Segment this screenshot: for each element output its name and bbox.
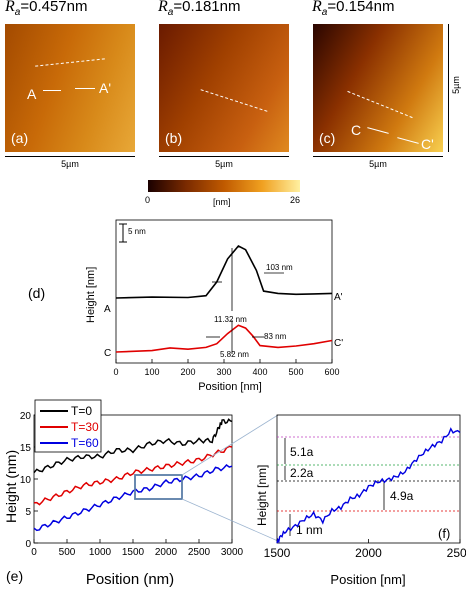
d-height-label-1: 11.32 nm — [214, 315, 247, 324]
arrow-c2 — [397, 137, 419, 144]
zoom-box — [134, 474, 183, 500]
f-annot-2: 2.2a — [290, 466, 314, 480]
point-c-label: C — [351, 122, 362, 138]
panel-f-xticks: 1500 2000 2500 — [264, 539, 466, 560]
panel-d-row-a2: A' — [334, 292, 343, 303]
colorbar-max: 26 — [290, 195, 301, 205]
panel-d-xtick-label: 0 — [113, 367, 118, 377]
panel-e-ytick-label: 15 — [20, 443, 32, 454]
panel-e-ytick-label: 20 — [20, 411, 32, 422]
f-annot-3: 4.9a — [390, 489, 414, 503]
scalebar-b — [159, 156, 289, 157]
d-width-label-2: 83 nm — [264, 332, 287, 341]
zoom-t60-line — [276, 427, 461, 544]
scalebar-vertical — [448, 24, 449, 152]
panel-d-xtick-label: 400 — [252, 367, 267, 377]
series-t60-line — [33, 463, 233, 532]
panel-d-xtick-label: 300 — [216, 367, 231, 377]
panel-d-chart: (d) Height [nm] 0 100 200 300 400 500 600 Posi… — [28, 219, 343, 393]
panel-e-xtick-label: 0 — [31, 547, 37, 558]
colorbar-unit: [nm] — [213, 197, 231, 207]
afm-image-c: C C' (c) — [313, 24, 443, 152]
legend-t60: T=60 — [71, 436, 99, 450]
panel-e-ytick-label: 10 — [20, 475, 32, 486]
panel-f-chart: Height [nm] 1500 2000 2500 Position [nm] 5… — [255, 414, 466, 587]
panel-d-xtick-label: 500 — [288, 367, 303, 377]
arrow-a — [43, 90, 61, 91]
panel-d-xticks: 0 100 200 300 400 500 600 — [113, 359, 340, 377]
roughness-b: Ra=0.181nm — [158, 0, 241, 18]
panel-d-ylabel: Height [nm] — [85, 267, 97, 323]
panel-d-scalebar-label: 5 nm — [128, 227, 146, 236]
panel-d-label: (d) — [28, 285, 45, 301]
panel-e-xtick-label: 1500 — [122, 547, 145, 558]
point-a-label: A — [27, 86, 37, 102]
roughness-c: Ra=0.154nm — [312, 0, 395, 18]
legend: T=0 T=30 T=60 — [34, 399, 102, 453]
panel-f-xtick-label: 1500 — [264, 546, 291, 560]
panel-f-label: (f) — [438, 526, 450, 541]
panel-f-ylabel: Height [nm] — [255, 465, 269, 526]
colorbar — [148, 180, 300, 192]
panel-d-frame — [115, 219, 333, 364]
arrow-c — [367, 127, 389, 134]
arrow-a2 — [75, 88, 95, 89]
panel-e-label: (e) — [6, 568, 23, 584]
panel-f-xlabel: Position [nm] — [330, 572, 405, 587]
scan-line-a — [35, 58, 105, 67]
scalebar-a — [5, 156, 135, 157]
afm-image-b: (b) — [159, 24, 289, 152]
panel-e-xtick-label: 3000 — [221, 547, 244, 558]
legend-t30: T=30 — [71, 420, 99, 434]
profile-c-line — [115, 324, 333, 353]
colorbar-min: 0 — [145, 195, 151, 205]
zoom-connector-bottom — [181, 498, 279, 542]
panel-d-xtick-label: 100 — [144, 367, 159, 377]
f-annot-1: 5.1a — [290, 445, 314, 459]
f-scalebar-label: 1 nm — [296, 523, 323, 537]
panel-c-label: (c) — [319, 130, 336, 146]
d-height-label-2: 5.82 nm — [220, 350, 249, 359]
series-t0-line — [33, 418, 233, 474]
series-t30-line — [33, 445, 233, 506]
roughness-a: Ra=0.457nm — [5, 0, 88, 18]
scan-line-b — [200, 89, 268, 112]
panel-e-ylabel: Height (nm) — [3, 450, 19, 523]
panel-d-row-c: C — [104, 348, 111, 359]
panel-b-label: (b) — [165, 130, 183, 146]
panel-d-xtick-label: 200 — [180, 367, 195, 377]
panel-e-xtick-label: 500 — [59, 547, 76, 558]
scan-line-c — [347, 90, 413, 119]
panel-e-ytick-label: 0 — [25, 539, 31, 550]
zoom-connectors — [181, 414, 279, 542]
panel-e-ticks: 0 500 1000 1500 2000 2500 3000 0 5 10 15 20 — [20, 411, 244, 558]
afm-image-a: A A' (a) — [5, 24, 135, 152]
profile-a-line — [115, 244, 333, 299]
scalebar-c — [313, 156, 443, 157]
point-c2-label: C' — [421, 136, 434, 152]
scalebar-c-label: 5µm — [369, 159, 387, 169]
panel-f-xtick-label: 2500 — [447, 546, 466, 560]
zoom-connector-top — [181, 414, 279, 476]
panel-d-xlabel: Position [nm] — [198, 381, 262, 393]
d-width-label-1: 103 nm — [266, 263, 293, 272]
panel-d-row-c2: C' — [334, 338, 343, 349]
panel-e-chart: Height (nm) 0 500 1000 1500 2000 2500 3000 0 5 10… — [3, 399, 244, 588]
panel-d-xtick-label: 600 — [324, 367, 339, 377]
panel-d-row-a: A — [104, 304, 111, 315]
panel-e-ytick-label: 5 — [25, 507, 31, 518]
scalebar-vertical-label: 5µm — [451, 76, 461, 94]
scalebar-b-label: 5µm — [215, 159, 233, 169]
panel-f-xtick-label: 2000 — [355, 546, 382, 560]
panel-a-label: (a) — [11, 130, 29, 146]
scalebar-a-label: 5µm — [61, 159, 79, 169]
panel-e-xtick-label: 2000 — [155, 547, 178, 558]
panel-e-xlabel: Position (nm) — [86, 571, 174, 588]
panel-e-xtick-label: 1000 — [89, 547, 112, 558]
legend-t0: T=0 — [71, 404, 92, 418]
point-a2-label: A' — [99, 80, 112, 96]
panel-e-xtick-label: 2500 — [188, 547, 211, 558]
